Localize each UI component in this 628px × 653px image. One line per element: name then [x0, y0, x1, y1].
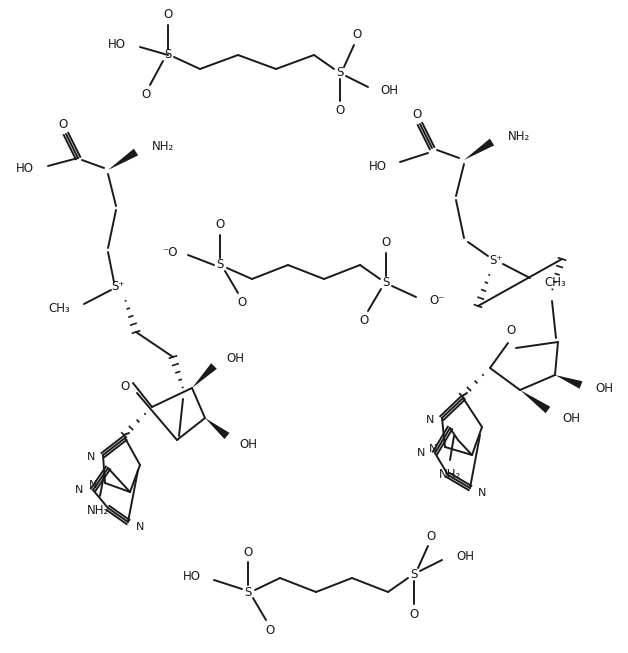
Text: S: S [410, 567, 418, 581]
Text: O: O [506, 325, 516, 338]
Text: HO: HO [183, 571, 201, 584]
Text: O: O [352, 29, 362, 42]
Text: OH: OH [239, 438, 257, 451]
Text: HO: HO [16, 163, 34, 176]
Text: S⁺: S⁺ [111, 279, 125, 293]
Text: ⁻O: ⁻O [163, 246, 178, 259]
Text: OH: OH [456, 550, 474, 562]
Text: S: S [216, 259, 224, 272]
Text: O: O [413, 108, 421, 121]
Text: N: N [75, 485, 83, 495]
Text: O: O [335, 104, 345, 118]
Text: S: S [165, 48, 171, 61]
Text: OH: OH [226, 351, 244, 364]
Text: N: N [429, 444, 437, 454]
Polygon shape [464, 138, 494, 160]
Text: N: N [478, 488, 486, 498]
Text: HO: HO [108, 39, 126, 52]
Text: O: O [244, 545, 252, 558]
Text: O: O [409, 607, 419, 620]
Text: S: S [244, 586, 252, 599]
Text: CH₃: CH₃ [544, 276, 566, 289]
Text: O: O [359, 315, 369, 328]
Text: S⁺: S⁺ [489, 253, 503, 266]
Text: N: N [417, 448, 425, 458]
Text: O: O [58, 118, 68, 131]
Polygon shape [520, 390, 550, 413]
Text: OH: OH [595, 383, 613, 396]
Text: O⁻: O⁻ [429, 293, 445, 306]
Polygon shape [205, 418, 229, 439]
Text: NH₂: NH₂ [87, 503, 109, 517]
Text: NH₂: NH₂ [152, 140, 174, 153]
Text: OH: OH [562, 411, 580, 424]
Text: CH₃: CH₃ [48, 302, 70, 315]
Polygon shape [555, 375, 582, 389]
Text: O: O [121, 381, 129, 394]
Text: O: O [237, 296, 247, 310]
Text: O: O [141, 89, 151, 101]
Text: O: O [215, 219, 225, 232]
Polygon shape [108, 149, 138, 170]
Text: O: O [163, 8, 173, 22]
Text: S: S [337, 67, 344, 80]
Text: O: O [266, 624, 274, 637]
Text: NH₂: NH₂ [508, 131, 530, 144]
Text: N: N [136, 522, 144, 532]
Text: O: O [381, 236, 391, 249]
Text: O: O [426, 530, 436, 543]
Text: N: N [426, 415, 434, 425]
Text: N: N [89, 480, 97, 490]
Text: OH: OH [380, 84, 398, 97]
Polygon shape [192, 363, 217, 388]
Text: HO: HO [369, 159, 387, 172]
Text: NH₂: NH₂ [439, 468, 461, 481]
Text: S: S [382, 276, 390, 289]
Text: N: N [87, 452, 95, 462]
